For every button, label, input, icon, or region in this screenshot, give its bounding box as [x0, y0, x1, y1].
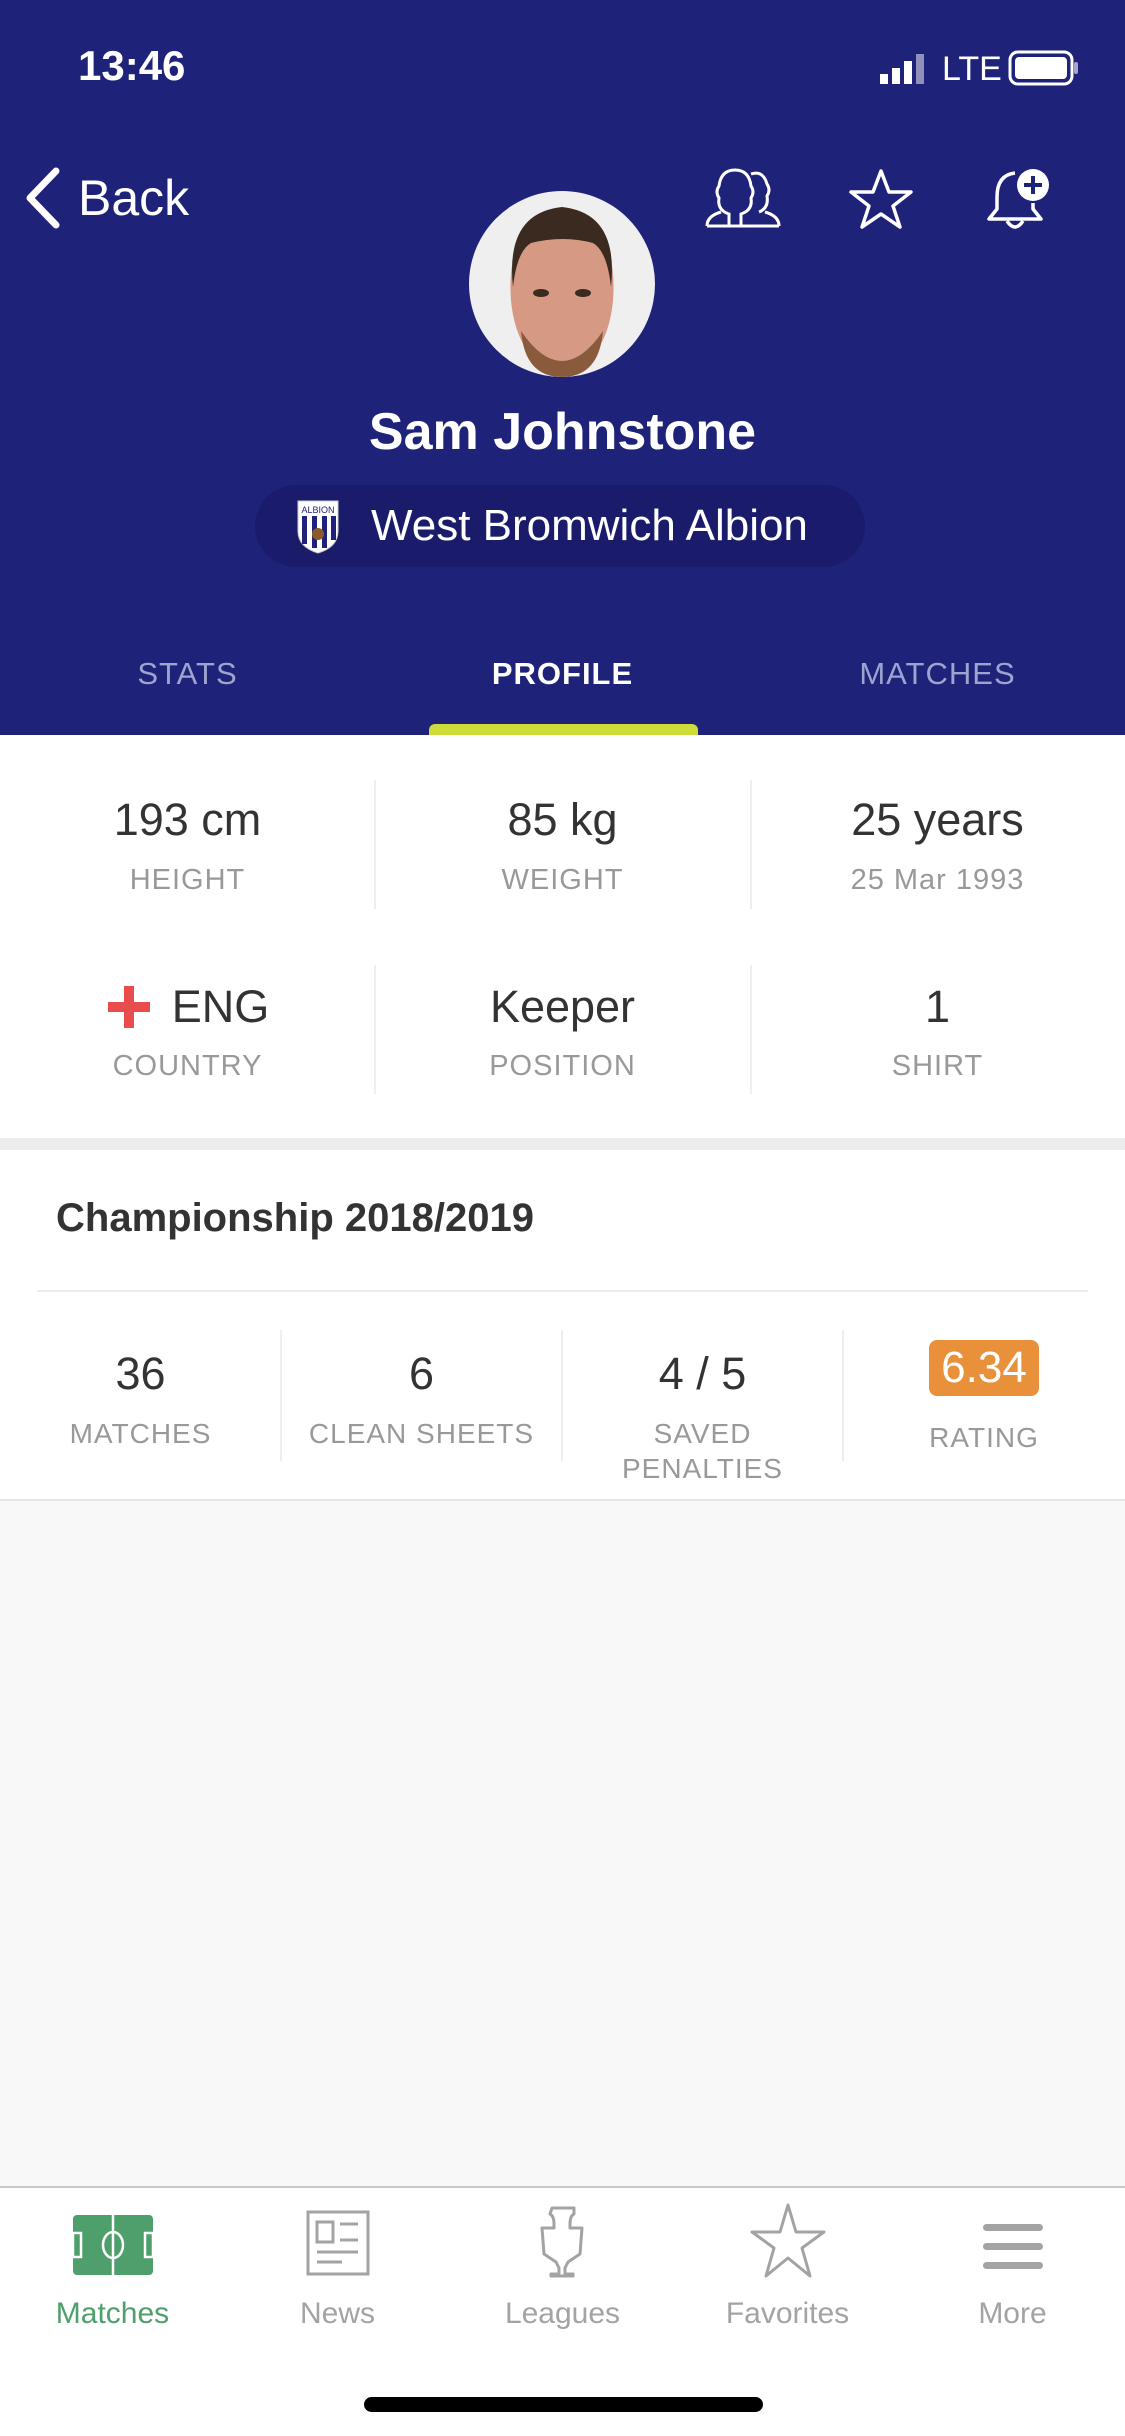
saved-penalties-value: 4 / 5 [658, 1348, 747, 1399]
bottom-nav [0, 2186, 1125, 2436]
nav-more[interactable]: More [900, 2200, 1125, 2330]
weight-value: 85 kg [507, 794, 618, 845]
nav-more-label: More [978, 2297, 1047, 2330]
shirt-value: 1 [924, 981, 951, 1032]
position-value: Keeper [489, 981, 636, 1032]
divider [37, 1290, 1088, 1292]
section-separator [0, 1138, 1125, 1150]
tab-matches[interactable]: MATCHES [859, 656, 1016, 691]
player-avatar [469, 191, 655, 377]
tab-profile[interactable]: PROFILE [491, 656, 634, 691]
club-link[interactable]: ALBION West Bromwich Albion [255, 485, 865, 567]
nav-matches[interactable]: Matches [0, 2200, 225, 2330]
home-indicator[interactable] [364, 2397, 763, 2412]
chevron-left-icon [26, 167, 60, 229]
divider [374, 780, 376, 909]
status-time: 13:46 [78, 42, 186, 89]
pitch-icon [71, 2215, 154, 2275]
nav-leagues[interactable]: Leagues [450, 2200, 675, 2330]
svg-text:ALBION: ALBION [301, 505, 334, 515]
club-crest-icon: ALBION [297, 500, 339, 554]
matches-label: MATCHES [69, 1418, 212, 1449]
country-value: ENG [0, 981, 375, 1033]
nav-favorites[interactable]: Favorites [675, 2200, 900, 2330]
divider [561, 1330, 563, 1461]
country-label: COUNTRY [112, 1050, 263, 1082]
country-code: ENG [171, 981, 270, 1032]
player-photo [510, 207, 614, 377]
rating-badge-wrap: 6.34 [843, 1340, 1125, 1396]
height-label: HEIGHT [129, 864, 246, 896]
nav-news-label: News [299, 2297, 375, 2330]
age-value: 25 years [851, 794, 1024, 845]
battery-icon [1008, 50, 1080, 91]
season-title: Championship 2018/2019 [56, 1196, 534, 1240]
birthdate-label: 25 Mar 1993 [850, 864, 1025, 896]
profile-info-card [0, 735, 1125, 1138]
newspaper-icon [306, 2210, 369, 2276]
network-label: LTE [942, 50, 1002, 88]
compare-players-icon[interactable] [705, 168, 781, 235]
nav-matches-label: Matches [55, 2297, 170, 2330]
active-tab-indicator [429, 724, 698, 735]
matches-value: 36 [115, 1348, 166, 1399]
divider [750, 965, 752, 1094]
nav-favorites-label: Favorites [725, 2297, 850, 2330]
tab-stats[interactable]: STATS [137, 656, 238, 691]
weight-label: WEIGHT [501, 864, 624, 896]
height-value: 193 cm [113, 794, 262, 845]
favorite-star-icon[interactable] [848, 168, 914, 235]
signal-icon [880, 52, 926, 89]
trophy-icon [540, 2206, 583, 2278]
nav-news[interactable]: News [225, 2200, 450, 2330]
divider [750, 780, 752, 909]
clean-sheets-value: 6 [408, 1348, 435, 1399]
back-label: Back [78, 170, 190, 226]
bell-plus-icon[interactable] [985, 165, 1055, 238]
clean-sheets-label: CLEAN SHEETS [308, 1418, 535, 1449]
player-name: Sam Johnstone [368, 403, 757, 461]
back-button[interactable]: Back [22, 165, 189, 231]
star-icon [750, 2203, 825, 2278]
nav-leagues-label: Leagues [504, 2297, 621, 2330]
rating-badge: 6.34 [929, 1340, 1039, 1396]
menu-icon [982, 2224, 1043, 2269]
club-name: West Bromwich Albion [371, 501, 808, 550]
shirt-label: SHIRT [891, 1050, 984, 1082]
rating-label: RATING [929, 1422, 1039, 1453]
divider [842, 1330, 844, 1461]
england-flag-icon [107, 986, 150, 1028]
saved-penalties-label: SAVED PENALTIES [622, 1418, 783, 1484]
position-label: POSITION [489, 1050, 636, 1082]
divider [280, 1330, 282, 1461]
divider [374, 965, 376, 1094]
